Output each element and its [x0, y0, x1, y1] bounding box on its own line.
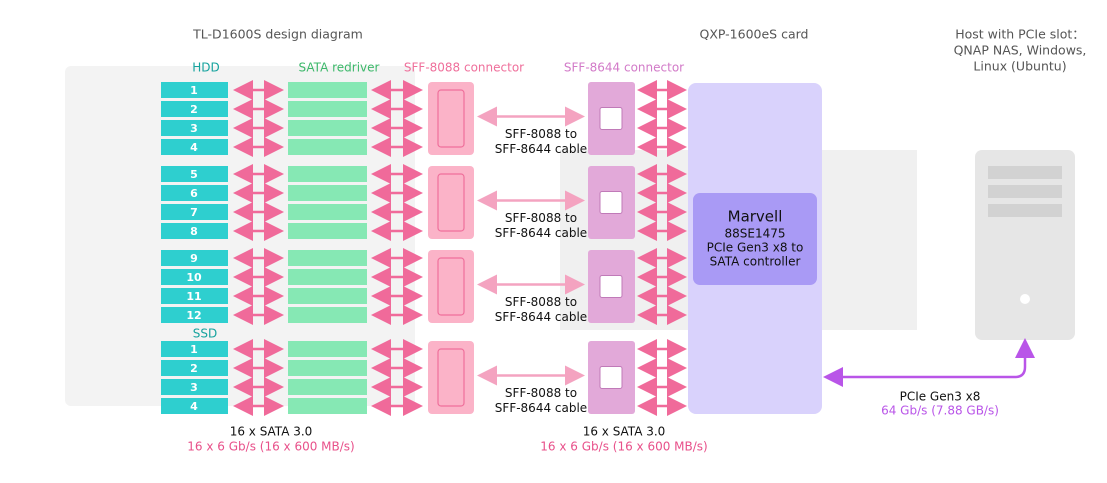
link-label: PCIe Gen3 x8: [900, 390, 981, 404]
sff8088-connector: [428, 341, 474, 414]
sff8088-connector: [428, 166, 474, 239]
drive: [161, 250, 228, 266]
drive-label: 2: [190, 103, 198, 116]
drive-label: 3: [190, 122, 198, 135]
redriver: [288, 120, 367, 136]
drive-label: 1: [190, 84, 198, 97]
redriver: [288, 139, 367, 155]
footer: 16 x 6 Gb/s (16 x 600 MB/s): [540, 440, 707, 454]
drive: [161, 288, 228, 304]
drive: [161, 101, 228, 117]
redriver: [288, 288, 367, 304]
redriver: [288, 269, 367, 285]
redriver: [288, 360, 367, 376]
cable-label: SFF-8644 cable: [495, 401, 587, 415]
drive-label: 4: [190, 400, 198, 413]
connector-port: [437, 89, 465, 148]
footer: 16 x SATA 3.0: [583, 425, 666, 439]
redriver: [288, 307, 367, 323]
controller: [693, 193, 817, 285]
redriver: [288, 82, 367, 98]
pcie-link: [823, 338, 1035, 387]
drive-label: 2: [190, 362, 198, 375]
column-header: SFF-8644 connector: [564, 61, 684, 75]
cable-label: SFF-8088 to: [505, 295, 577, 309]
footer: 16 x 6 Gb/s (16 x 600 MB/s): [187, 440, 354, 454]
cable-label: SFF-8644 cable: [495, 226, 587, 240]
drive: [161, 185, 228, 201]
drive-label: 9: [190, 252, 198, 265]
controller-text: PCIe Gen3 x8 to: [707, 241, 804, 255]
redriver: [288, 223, 367, 239]
drive: [161, 398, 228, 414]
drive: [161, 341, 228, 357]
host-computer: [975, 150, 1075, 340]
controller-text: Marvell: [728, 208, 783, 226]
drive: [161, 269, 228, 285]
drive: [161, 139, 228, 155]
redriver: [288, 166, 367, 182]
link-label: 64 Gb/s (7.88 GB/s): [881, 404, 999, 418]
title: QXP-1600eS card: [700, 27, 809, 42]
drive-label: 6: [190, 187, 198, 200]
drive: [161, 307, 228, 323]
connector-port: [599, 191, 623, 214]
controller-text: 88SE1475: [724, 227, 785, 241]
drive: [161, 360, 228, 376]
drive-label: 7: [190, 206, 198, 219]
host-title: Linux (Ubuntu): [973, 59, 1066, 74]
cable-label: SFF-8644 cable: [495, 310, 587, 324]
column-header: HDD: [192, 61, 220, 75]
redriver: [288, 250, 367, 266]
drive-label: 1: [190, 343, 198, 356]
drive-label: 10: [186, 271, 202, 284]
sff8088-connector: [428, 250, 474, 323]
connector-port: [599, 275, 623, 298]
connector-port: [437, 257, 465, 316]
redriver: [288, 398, 367, 414]
drive-label: 3: [190, 381, 198, 394]
drive: [161, 82, 228, 98]
drive: [161, 379, 228, 395]
connector-port: [437, 348, 465, 407]
host-title: QNAP NAS, Windows,: [954, 43, 1087, 58]
drive: [161, 223, 228, 239]
drive: [161, 166, 228, 182]
connector-port: [599, 107, 623, 130]
drive-label: 4: [190, 141, 198, 154]
cable-label: SFF-8088 to: [505, 211, 577, 225]
cable-label: SFF-8644 cable: [495, 142, 587, 156]
redriver: [288, 341, 367, 357]
drive-label: 12: [186, 309, 201, 322]
redriver: [288, 204, 367, 220]
redriver: [288, 379, 367, 395]
drive: [161, 204, 228, 220]
host-title: Host with PCIe slot：: [955, 27, 1085, 42]
drive-label: 5: [190, 168, 198, 181]
title: TL-D1600S design diagram: [192, 27, 363, 42]
connector-port: [437, 173, 465, 232]
ssd-header: SSD: [193, 327, 217, 341]
column-header: SFF-8088 connector: [404, 61, 524, 75]
redriver: [288, 185, 367, 201]
column-header: SATA redriver: [299, 61, 380, 75]
footer: 16 x SATA 3.0: [230, 425, 313, 439]
drive-label: 11: [186, 290, 201, 303]
controller-text: SATA controller: [710, 255, 801, 269]
redriver: [288, 101, 367, 117]
connector-port: [599, 366, 623, 389]
cable-label: SFF-8088 to: [505, 127, 577, 141]
drive-label: 8: [190, 225, 198, 238]
cable-label: SFF-8088 to: [505, 386, 577, 400]
drive: [161, 120, 228, 136]
sff8088-connector: [428, 82, 474, 155]
